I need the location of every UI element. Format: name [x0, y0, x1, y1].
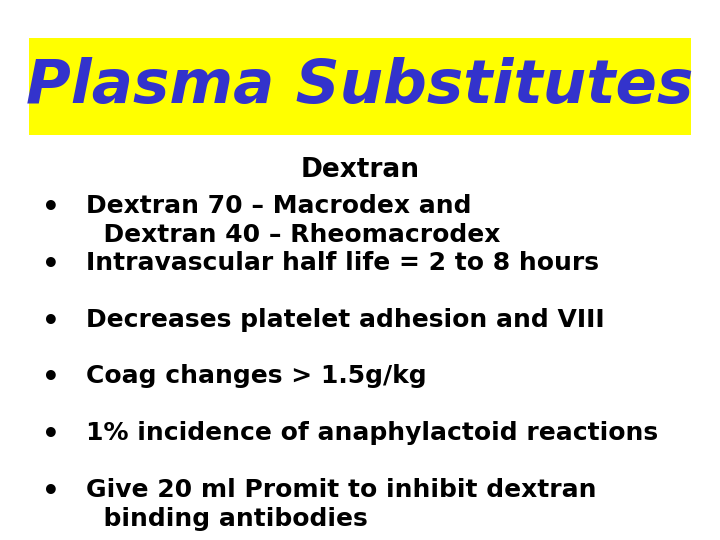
Text: 1% incidence of anaphylactoid reactions: 1% incidence of anaphylactoid reactions [86, 421, 659, 445]
Text: Give 20 ml Promit to inhibit dextran
  binding antibodies: Give 20 ml Promit to inhibit dextran bin… [86, 478, 597, 531]
Text: Plasma Substitutes: Plasma Substitutes [27, 57, 693, 116]
Text: Intravascular half life = 2 to 8 hours: Intravascular half life = 2 to 8 hours [86, 251, 599, 275]
Text: Dextran 70 – Macrodex and
  Dextran 40 – Rheomacrodex: Dextran 70 – Macrodex and Dextran 40 – R… [86, 194, 501, 247]
Text: Coag changes > 1.5g/kg: Coag changes > 1.5g/kg [86, 364, 427, 388]
Text: •: • [42, 251, 59, 279]
Text: •: • [42, 478, 59, 506]
Text: Dextran: Dextran [300, 157, 420, 183]
Text: •: • [42, 194, 59, 222]
FancyBboxPatch shape [29, 38, 691, 135]
Text: •: • [42, 308, 59, 336]
Text: •: • [42, 364, 59, 393]
Text: Decreases platelet adhesion and VIII: Decreases platelet adhesion and VIII [86, 308, 605, 332]
Text: •: • [42, 421, 59, 449]
